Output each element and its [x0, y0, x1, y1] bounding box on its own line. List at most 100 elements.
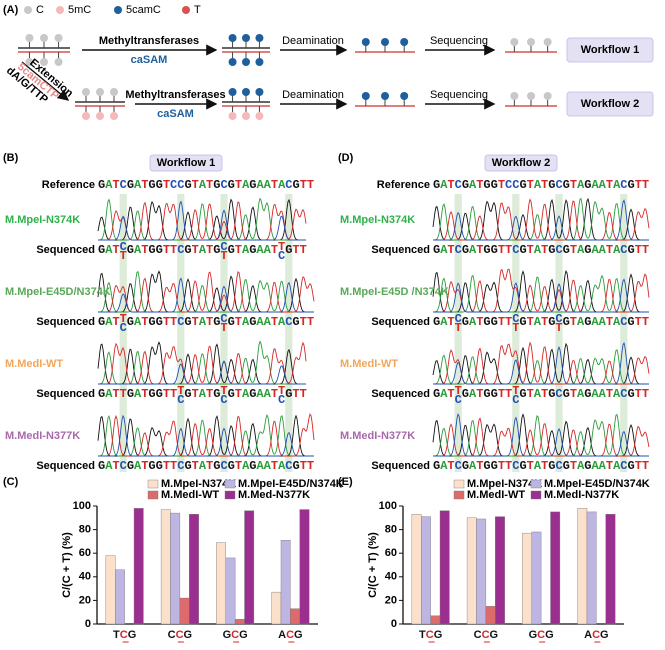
- base: A: [577, 459, 585, 473]
- base: G: [127, 243, 134, 257]
- base: C: [505, 178, 512, 192]
- bar: [133, 508, 144, 625]
- panel-label: (D): [338, 152, 354, 164]
- sequenced-sequence: GTAGAAT: [228, 243, 278, 257]
- legend-label: M.MedI-N377K: [544, 489, 619, 501]
- base: T: [447, 178, 454, 192]
- base: G: [98, 178, 105, 192]
- bar: [439, 510, 450, 625]
- base: T: [606, 387, 613, 401]
- base: C: [285, 459, 292, 473]
- base: T: [498, 387, 505, 401]
- base: G: [228, 243, 235, 257]
- row-label: Sequenced: [36, 460, 95, 472]
- base: G: [584, 178, 591, 192]
- base: T: [271, 243, 278, 257]
- base: A: [599, 243, 607, 257]
- base: C: [537, 629, 545, 641]
- trace: [98, 341, 307, 385]
- row-label: Reference: [377, 179, 430, 191]
- base: A: [134, 315, 142, 329]
- base-minor: C: [278, 393, 285, 407]
- base: A: [469, 387, 477, 401]
- base: G: [148, 178, 155, 192]
- base: T: [206, 459, 213, 473]
- base: T: [570, 459, 577, 473]
- trace: [433, 268, 650, 313]
- nucleotide: [242, 58, 250, 66]
- base: T: [541, 387, 548, 401]
- base: T: [271, 315, 278, 329]
- nucleotide: [543, 38, 552, 46]
- step-label: Sequencing: [430, 89, 488, 101]
- base: T: [476, 178, 483, 192]
- base: T: [206, 243, 213, 257]
- row-label: Sequenced: [371, 460, 430, 472]
- base: A: [577, 243, 585, 257]
- base: G: [433, 387, 440, 401]
- workflow-box: [566, 37, 654, 63]
- base: C: [474, 629, 482, 641]
- trace: [433, 341, 650, 385]
- nucleotide: [510, 92, 519, 100]
- base: A: [440, 387, 448, 401]
- base: G: [249, 243, 256, 257]
- base: A: [199, 243, 207, 257]
- base: G: [548, 243, 555, 257]
- nucleotide: [361, 92, 370, 100]
- base: G: [156, 178, 163, 192]
- legend-label: M.MpeI-N374K: [161, 478, 236, 490]
- base: G: [584, 315, 591, 329]
- base-major: T: [455, 384, 462, 398]
- base: G: [548, 459, 555, 473]
- bar: [225, 557, 236, 625]
- nucleotide: [381, 92, 389, 100]
- trace: [433, 341, 649, 385]
- base-major: T: [177, 384, 184, 398]
- base: T: [635, 459, 642, 473]
- panel-label: (C): [3, 476, 19, 488]
- trace: [98, 271, 315, 313]
- y-tick-label: 40: [79, 571, 91, 583]
- base-minor: T: [220, 321, 227, 335]
- nucleotide: [527, 92, 535, 100]
- base: G: [239, 629, 248, 641]
- cpg-highlight: [220, 194, 228, 472]
- sample-name: M.MedI-WT: [340, 358, 398, 370]
- base: C: [285, 315, 292, 329]
- x-tick-label: CCG: [474, 629, 498, 641]
- base: T: [163, 315, 170, 329]
- legend-dot: [114, 6, 122, 14]
- nucleotide: [242, 88, 250, 96]
- trace: [433, 197, 649, 241]
- base: A: [534, 315, 542, 329]
- base: A: [440, 243, 448, 257]
- base: G: [184, 387, 191, 401]
- base: G: [627, 315, 634, 329]
- base: G: [292, 178, 299, 192]
- base: G: [548, 178, 555, 192]
- base-minor: T: [220, 249, 227, 263]
- legend-label: 5mC: [68, 4, 91, 16]
- nucleotide: [82, 88, 90, 96]
- base: T: [635, 178, 642, 192]
- trace: [98, 340, 306, 385]
- base: T: [206, 178, 213, 192]
- legend-swatch: [147, 490, 159, 500]
- base: T: [170, 315, 177, 329]
- bar: [522, 532, 532, 625]
- base: G: [462, 387, 469, 401]
- base-major: T: [120, 312, 127, 326]
- base: T: [300, 315, 307, 329]
- base: G: [563, 178, 570, 192]
- base: T: [113, 629, 120, 641]
- base: A: [242, 178, 250, 192]
- nucleotide: [54, 34, 63, 42]
- base: T: [606, 315, 613, 329]
- base: C: [512, 178, 519, 192]
- base: G: [584, 459, 591, 473]
- base: A: [242, 315, 250, 329]
- base: G: [294, 629, 303, 641]
- base: T: [307, 459, 314, 473]
- legend-label: T: [194, 4, 201, 16]
